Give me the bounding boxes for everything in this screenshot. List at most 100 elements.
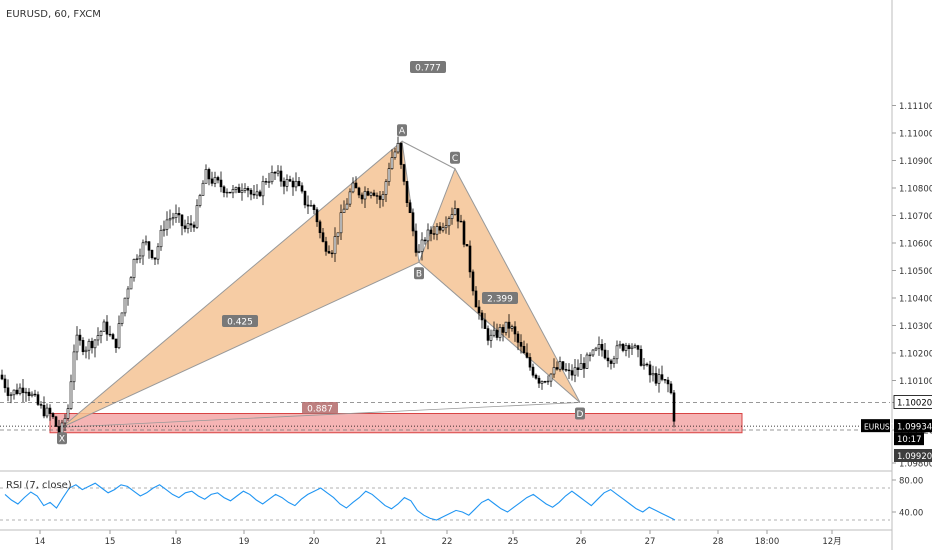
- candle-body: [18, 387, 22, 394]
- candle-body: [309, 204, 313, 207]
- candle-body: [351, 182, 355, 193]
- demand-zone: [49, 413, 743, 434]
- candle-body: [405, 181, 409, 204]
- countdown-text: 10:17: [897, 435, 922, 445]
- candle-body: [252, 193, 256, 196]
- candle-body: [615, 345, 619, 360]
- level-tag-1-text: 1.10020: [897, 399, 932, 409]
- point-label-a-text: A: [399, 127, 406, 137]
- point-label-b: B: [414, 267, 424, 280]
- point-label-x-text: X: [59, 435, 65, 445]
- time-tick-label: 26: [576, 537, 587, 547]
- candle-body: [48, 407, 52, 414]
- candle-body: [540, 381, 544, 384]
- point-label-a-bg: [397, 124, 407, 137]
- point-label-a: A: [397, 124, 407, 137]
- price-tick-label: 1.10100: [899, 377, 932, 387]
- candle-body: [306, 204, 310, 207]
- candle-body: [324, 241, 328, 252]
- candle-body: [216, 177, 220, 181]
- candle-body: [567, 369, 571, 372]
- candle-body: [477, 306, 481, 314]
- price-tick-label: 1.11000: [899, 130, 932, 140]
- candle-body: [549, 373, 553, 382]
- candle-body: [225, 191, 229, 194]
- ac-line: [401, 140, 456, 170]
- candle-body: [123, 297, 127, 314]
- price-tick-label: 1.10200: [899, 350, 932, 360]
- candle-body: [510, 326, 514, 329]
- candle-body: [396, 142, 400, 153]
- candle-body: [336, 232, 340, 237]
- candle-body: [63, 418, 67, 424]
- candle-body: [246, 188, 250, 191]
- candle-body: [120, 312, 124, 324]
- candle-body: [537, 377, 541, 384]
- candle-body: [372, 192, 376, 196]
- candle-body: [270, 172, 274, 183]
- candle-body: [633, 345, 637, 348]
- candle-body: [573, 367, 577, 376]
- candle-body: [513, 326, 517, 335]
- candle-body: [153, 257, 157, 260]
- time-tick-label: 27: [645, 537, 656, 547]
- symbol-tag-text: EURUSD: [864, 422, 896, 431]
- candle-body: [654, 373, 658, 384]
- candle-body: [78, 334, 82, 341]
- candle-body: [390, 157, 394, 169]
- last-price-bg: [894, 419, 932, 433]
- candle-body: [342, 208, 346, 213]
- level-tag-1-border: [893, 395, 932, 409]
- ratio-ac-label-bg: [410, 61, 446, 73]
- candle-body: [672, 392, 676, 422]
- candle-body: [471, 271, 475, 292]
- time-tick-label: 28: [713, 537, 724, 547]
- candle-body: [417, 251, 421, 253]
- candle-body: [369, 192, 373, 196]
- candle-body: [75, 334, 79, 353]
- candle-body: [258, 191, 262, 197]
- candle-body: [267, 181, 271, 183]
- candle-body: [399, 142, 403, 165]
- candle-body: [264, 181, 268, 183]
- last-price-text: 1.09934: [897, 422, 932, 432]
- ratio-xb-label-text: 0.425: [227, 317, 253, 327]
- candle-body: [657, 374, 661, 384]
- ratio-xd-label-bg: [302, 402, 338, 414]
- candle-body: [192, 224, 196, 228]
- candle-body: [420, 239, 424, 252]
- candle-body: [279, 170, 283, 182]
- candle-body: [432, 233, 436, 235]
- candle-body: [519, 342, 523, 347]
- candle-body: [438, 226, 442, 231]
- candle-body: [207, 169, 211, 180]
- candle-body: [0, 374, 4, 380]
- price-tick-label: 1.10800: [899, 185, 932, 195]
- candle-body: [261, 181, 265, 197]
- time-tick-label: 19: [239, 537, 250, 547]
- point-label-d: D: [575, 407, 585, 420]
- candle-body: [408, 202, 412, 214]
- candle-body: [288, 179, 292, 182]
- level-tag-1-bg: [894, 395, 932, 409]
- candle-body: [354, 182, 358, 189]
- rsi-tick-label: 80.00: [899, 477, 923, 487]
- candle-body: [414, 230, 418, 253]
- point-label-x-bg: [57, 432, 67, 445]
- candle-body: [303, 190, 307, 206]
- xab-triangle: [61, 140, 420, 428]
- candle-body: [450, 214, 454, 219]
- candle-body: [69, 381, 73, 409]
- candle-body: [444, 225, 448, 229]
- candle-body: [597, 344, 601, 349]
- candle-body: [480, 312, 484, 321]
- candle-body: [357, 187, 361, 196]
- candle-body: [126, 288, 130, 299]
- ratio-ac-label-text: 0.777: [415, 63, 441, 73]
- candle-body: [66, 408, 70, 419]
- candle-body: [663, 379, 667, 381]
- candle-body: [555, 367, 559, 370]
- candle-body: [639, 349, 643, 366]
